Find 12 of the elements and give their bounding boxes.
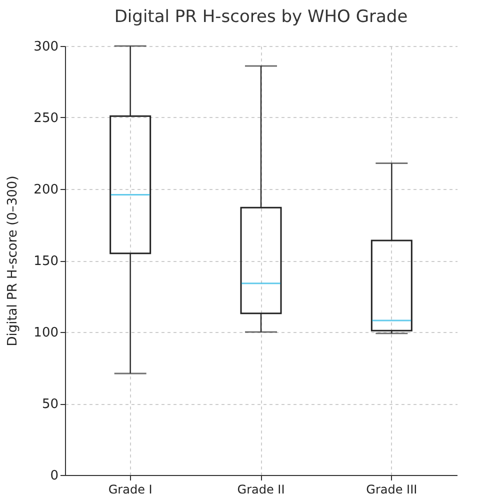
x-tick-label: Grade II	[237, 482, 285, 496]
y-axis-title: Digital PR H-score (0–300)	[6, 176, 21, 346]
y-tick-label: 200	[34, 182, 58, 198]
chart-title: Digital PR H-scores by WHO Grade	[114, 7, 408, 27]
y-tick-label: 250	[34, 111, 58, 126]
y-tick-label: 100	[34, 326, 58, 340]
y-tick-label: 150	[34, 254, 58, 269]
x-tick-label: Grade I	[108, 482, 152, 496]
y-tick-label: 50	[42, 397, 58, 412]
x-tick-label: Grade III	[366, 482, 418, 496]
y-tick-label: 300	[34, 40, 58, 54]
y-tick-label: 0	[50, 468, 58, 484]
